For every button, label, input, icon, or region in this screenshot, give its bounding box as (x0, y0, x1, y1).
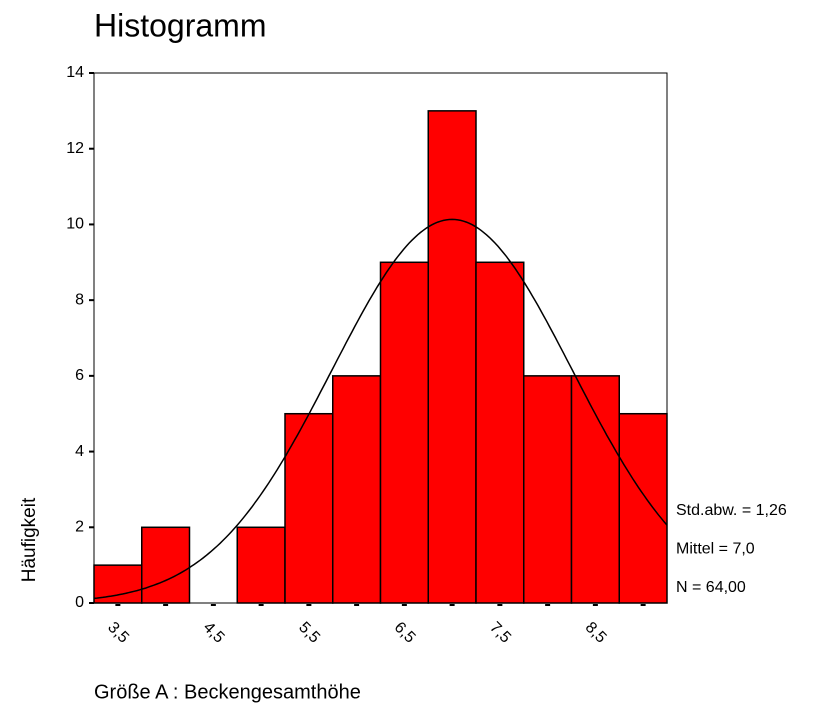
bar (523, 375, 573, 604)
bar (427, 110, 477, 604)
y-tick-label: 14 (66, 64, 84, 81)
y-tick-label: 0 (75, 594, 84, 611)
bar (332, 375, 382, 604)
y-tick-label: 10 (66, 216, 84, 233)
bar (236, 526, 286, 604)
y-tick-label: 6 (75, 367, 84, 384)
stat-label: Std.abw. = 1,26 (676, 502, 787, 519)
stat-label: Mittel = 7,0 (676, 541, 755, 558)
bar (141, 526, 191, 604)
bar (475, 261, 525, 604)
bar (284, 412, 334, 604)
x-tick-label: 4,5 (200, 619, 228, 647)
x-tick-label: 7,5 (486, 619, 514, 647)
x-tick-label: 3,5 (104, 619, 132, 647)
bar (379, 261, 429, 604)
y-tick-label: 12 (66, 140, 84, 157)
y-axis-label: Häufigkeit (19, 497, 40, 582)
y-tick-label: 8 (75, 291, 84, 308)
y-tick-label: 2 (75, 519, 84, 536)
y-tick-label: 4 (75, 443, 84, 460)
bar (570, 375, 620, 604)
x-tick-label: 8,5 (582, 619, 610, 647)
normal-curve (93, 218, 668, 600)
chart-title: Histogramm (94, 7, 266, 43)
x-axis-label: Größe A : Beckengesamthöhe (94, 681, 361, 703)
stat-label: N = 64,00 (676, 579, 746, 596)
x-tick-label: 5,5 (295, 619, 323, 647)
x-tick-label: 6,5 (391, 619, 419, 647)
bar (618, 412, 668, 604)
